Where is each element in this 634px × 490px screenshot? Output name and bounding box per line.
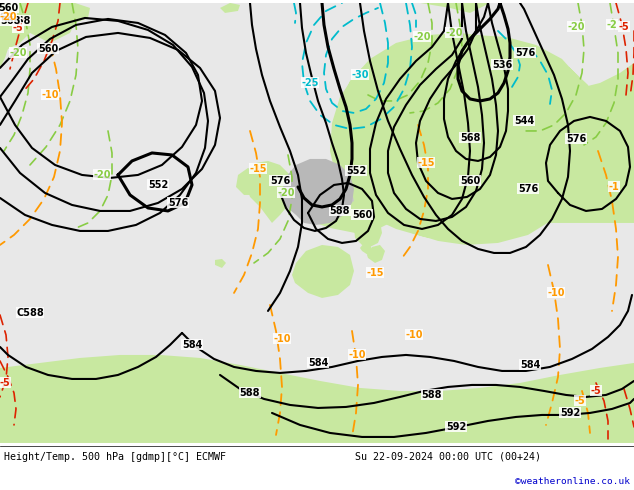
Text: -10: -10 [41,90,59,100]
Text: -20: -20 [445,28,463,38]
Text: -20: -20 [413,32,430,42]
Text: -15: -15 [366,268,384,278]
Text: 592: 592 [560,408,580,418]
Text: Height/Temp. 500 hPa [gdmp][°C] ECMWF: Height/Temp. 500 hPa [gdmp][°C] ECMWF [4,452,226,462]
Text: -10: -10 [348,350,366,360]
Text: 576: 576 [168,198,188,208]
Polygon shape [0,3,80,53]
Text: 560: 560 [0,3,18,13]
Text: -1: -1 [609,182,619,192]
Text: 584: 584 [520,360,540,370]
Polygon shape [0,3,40,143]
Text: -20: -20 [10,48,27,58]
Text: -5: -5 [574,396,585,406]
Text: 568: 568 [10,16,30,26]
Polygon shape [354,215,382,247]
Text: -2: -2 [607,20,618,30]
Text: C588: C588 [16,308,44,318]
Text: 560: 560 [460,176,480,186]
Text: 588: 588 [240,388,260,398]
Polygon shape [292,245,354,298]
Text: 536: 536 [492,60,512,70]
Polygon shape [360,243,372,255]
Text: -5: -5 [591,386,602,396]
Text: 584: 584 [182,340,202,350]
Text: 568: 568 [0,12,13,22]
Polygon shape [0,355,634,443]
Text: ©weatheronline.co.uk: ©weatheronline.co.uk [515,477,630,486]
Text: -15: -15 [249,164,267,174]
Polygon shape [282,159,354,225]
Text: -10: -10 [405,330,423,340]
Text: 568: 568 [0,16,20,26]
Text: 588: 588 [422,390,443,400]
Text: 592: 592 [446,422,466,432]
Text: Su 22-09-2024 00:00 UTC (00+24): Su 22-09-2024 00:00 UTC (00+24) [355,452,541,462]
Text: 576: 576 [515,48,535,58]
Polygon shape [30,3,90,25]
Text: 544: 544 [514,116,534,126]
Text: -20: -20 [0,12,16,22]
Text: -5: -5 [619,22,630,32]
Polygon shape [215,259,226,268]
Text: 560: 560 [352,210,372,220]
Text: -5: -5 [0,378,10,388]
Text: -10: -10 [547,288,565,298]
Text: -20: -20 [93,170,111,180]
Text: 576: 576 [270,176,290,186]
Text: -20: -20 [277,188,295,198]
Polygon shape [246,161,294,223]
Text: -30: -30 [351,70,369,80]
Text: 576: 576 [566,134,586,144]
Polygon shape [338,191,354,205]
Text: 552: 552 [148,180,168,190]
Polygon shape [330,3,634,245]
Text: 584: 584 [308,358,328,368]
Polygon shape [367,245,385,263]
Text: 552: 552 [346,166,366,176]
Text: 568: 568 [460,133,480,143]
Text: -15: -15 [417,158,435,168]
Polygon shape [220,3,240,13]
Text: 576: 576 [518,184,538,194]
Text: 560: 560 [38,44,58,54]
Polygon shape [185,381,200,388]
Text: -20: -20 [567,22,585,32]
Polygon shape [195,389,210,399]
Text: -10: -10 [273,334,291,344]
Polygon shape [295,161,420,233]
Polygon shape [236,168,260,195]
Text: 588: 588 [330,206,350,216]
Text: -25: -25 [301,78,319,88]
Text: -5: -5 [13,23,23,33]
